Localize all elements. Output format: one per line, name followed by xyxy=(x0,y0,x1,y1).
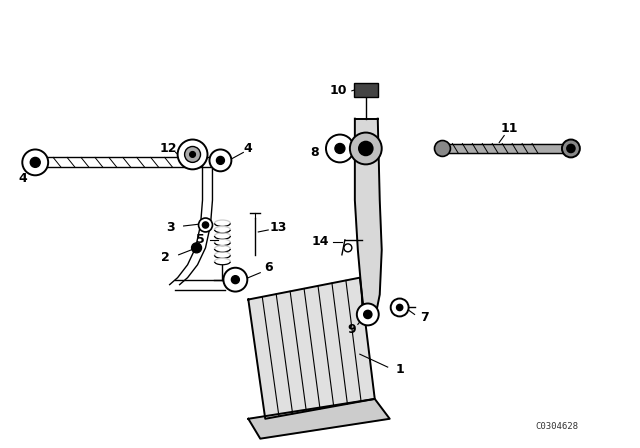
Circle shape xyxy=(364,310,372,319)
Text: 6: 6 xyxy=(264,261,273,274)
Circle shape xyxy=(209,150,232,171)
Circle shape xyxy=(178,139,207,169)
Text: 12: 12 xyxy=(160,142,177,155)
Circle shape xyxy=(357,303,379,325)
Circle shape xyxy=(390,298,408,316)
Circle shape xyxy=(189,151,196,157)
Circle shape xyxy=(567,145,575,152)
Circle shape xyxy=(344,244,352,252)
Text: 1: 1 xyxy=(396,362,404,375)
Text: 7: 7 xyxy=(420,311,429,324)
Text: 9: 9 xyxy=(348,323,356,336)
Polygon shape xyxy=(438,143,571,154)
Text: 13: 13 xyxy=(269,221,287,234)
Circle shape xyxy=(216,156,225,164)
Text: 14: 14 xyxy=(311,235,329,248)
Polygon shape xyxy=(355,119,381,319)
Polygon shape xyxy=(248,399,390,439)
Bar xyxy=(354,83,378,97)
Text: 4: 4 xyxy=(244,142,253,155)
Circle shape xyxy=(191,243,202,253)
Text: 8: 8 xyxy=(310,146,319,159)
Polygon shape xyxy=(248,278,375,419)
Text: C0304628: C0304628 xyxy=(536,422,579,431)
Circle shape xyxy=(397,305,403,310)
Circle shape xyxy=(202,222,209,228)
Circle shape xyxy=(359,142,372,155)
Text: 2: 2 xyxy=(161,251,170,264)
Circle shape xyxy=(562,139,580,157)
Circle shape xyxy=(232,276,239,284)
Text: 10: 10 xyxy=(329,84,347,97)
Circle shape xyxy=(435,141,451,156)
Circle shape xyxy=(198,218,212,232)
Circle shape xyxy=(335,143,345,154)
Circle shape xyxy=(326,134,354,162)
Circle shape xyxy=(223,268,247,292)
Text: 5: 5 xyxy=(196,233,205,246)
Circle shape xyxy=(22,150,48,175)
Circle shape xyxy=(30,157,40,168)
Circle shape xyxy=(350,133,381,164)
Text: 11: 11 xyxy=(500,122,518,135)
Text: 4: 4 xyxy=(19,172,28,185)
Text: 3: 3 xyxy=(166,221,175,234)
Circle shape xyxy=(184,146,200,162)
